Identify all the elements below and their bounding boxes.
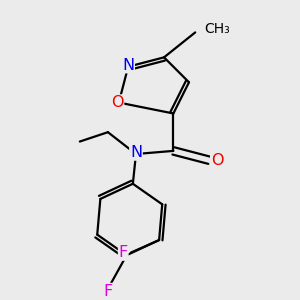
Text: N: N bbox=[122, 58, 134, 73]
Text: N: N bbox=[130, 145, 142, 160]
Text: O: O bbox=[211, 153, 223, 168]
Text: CH₃: CH₃ bbox=[205, 22, 230, 36]
Text: F: F bbox=[103, 284, 112, 298]
Text: F: F bbox=[118, 245, 128, 260]
Text: O: O bbox=[111, 95, 124, 110]
